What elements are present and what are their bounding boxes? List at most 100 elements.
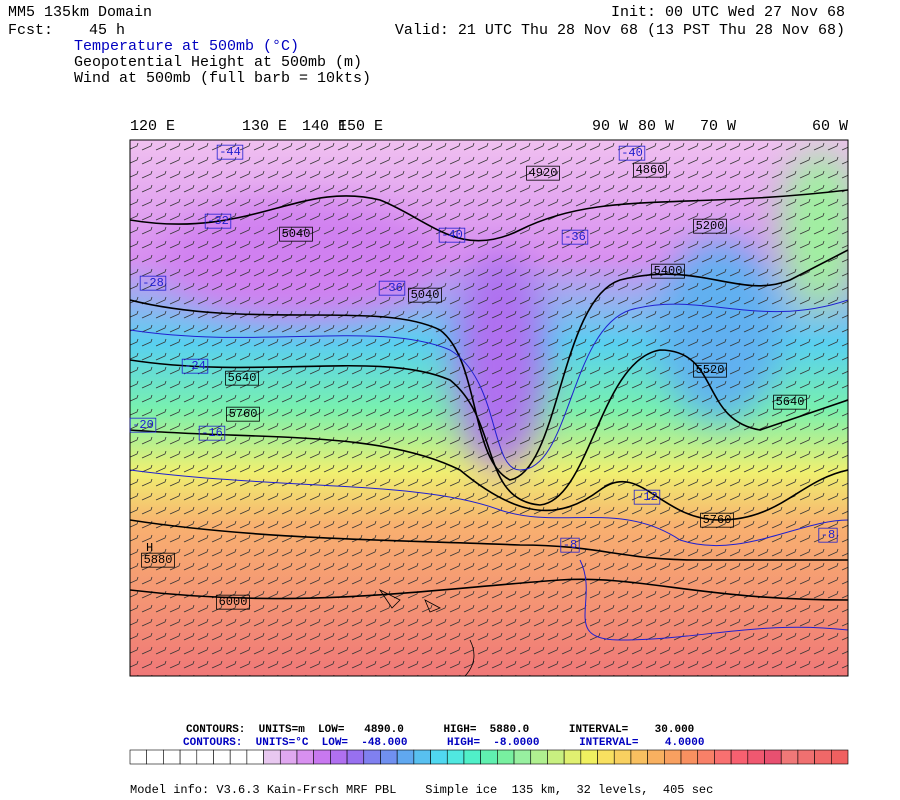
contour-label: 5640	[228, 371, 257, 385]
colorbar-cell	[697, 749, 715, 765]
map-area	[130, 140, 848, 676]
colorbar-cell	[129, 749, 147, 765]
label-box	[526, 165, 560, 181]
colorbar-cell	[630, 749, 648, 765]
contour-label: 5760	[229, 407, 258, 421]
model-info: Model info: V3.6.3 Kain-Frsch MRF PBL Si…	[130, 783, 713, 797]
contour-label: 5040	[282, 227, 311, 241]
footer: CONTOURS: UNITS=m LOW= 4890.0 HIGH= 5880…	[129, 724, 849, 797]
field-wind: Wind at 500mb (full barb = 10kts)	[74, 70, 371, 87]
contour-label: 5040	[411, 288, 440, 302]
colorbar-cell	[330, 749, 348, 765]
longitude-label: 140 E	[302, 118, 347, 135]
colorbar-cell	[714, 749, 732, 765]
colorbar-cell	[680, 749, 699, 765]
contour-label: -20	[132, 418, 154, 432]
colorbar-cell	[497, 749, 515, 765]
contour-label: 5760	[703, 513, 732, 527]
label-box	[700, 512, 734, 528]
colorbar-cell	[831, 749, 849, 765]
colorbar-cell	[396, 749, 415, 765]
colorbar-cell	[279, 749, 298, 765]
contour-label: 5880	[144, 553, 173, 567]
longitude-label: 90 W	[592, 118, 628, 135]
contour-label: 5400	[654, 264, 683, 278]
valid: Valid: 21 UTC Thu 28 Nov 68 (13 PST Thu …	[395, 22, 845, 39]
colorbar-cell	[664, 749, 682, 765]
colorbar-cell	[480, 749, 498, 765]
field-height: Geopotential Height at 500mb (m)	[74, 54, 362, 71]
height-contours: CONTOURS: UNITS=m LOW= 4890.0 HIGH= 5880…	[186, 724, 694, 736]
colorbar-cell	[196, 749, 214, 765]
colorbar-cell	[613, 749, 632, 765]
colorbar-cell	[430, 749, 448, 765]
label-box	[129, 417, 157, 433]
colorbar-cell	[246, 749, 264, 765]
colorbar-cell	[597, 749, 615, 765]
contour-label: 5200	[696, 219, 725, 233]
contour-labels: 5040 4920 4860 5040 5200 5400 5640 5760 5880 6000…	[129, 144, 838, 610]
contour-label: 5640	[776, 395, 805, 409]
label-box	[618, 145, 646, 161]
contour-label: -8	[821, 528, 835, 542]
colorbar-cell	[463, 749, 481, 765]
colorbar-cell	[146, 749, 164, 765]
contour-label: -12	[636, 490, 658, 504]
label-box	[141, 552, 175, 568]
colorbar-cell	[229, 749, 248, 765]
label-box	[216, 594, 250, 610]
colorbar-cell	[313, 749, 331, 765]
contour-label: -28	[142, 276, 164, 290]
colorbar	[129, 749, 849, 765]
label-box	[560, 537, 580, 553]
label-box	[818, 527, 838, 543]
longitude-label: 120 E	[130, 118, 175, 135]
longitude-label: 80 W	[638, 118, 674, 135]
high-label: H	[146, 541, 153, 555]
temperature-contours: CONTOURS: UNITS=°C LOW= -48.000 HIGH= -8…	[183, 737, 705, 749]
colorbar-cell	[797, 749, 815, 765]
colorbar-cell	[363, 749, 381, 765]
label-box	[693, 218, 727, 234]
longitude-label: 130 E	[242, 118, 287, 135]
colorbar-cell	[213, 749, 231, 765]
label-box	[633, 162, 667, 178]
label-box	[773, 394, 807, 410]
label-box	[139, 275, 167, 291]
label-box	[651, 263, 685, 279]
colorbar-cell	[730, 749, 749, 765]
longitude-label: 150 E	[338, 118, 383, 135]
colorbar-cell	[814, 749, 832, 765]
colorbar-cell	[413, 749, 431, 765]
contour-label: 5520	[696, 363, 725, 377]
longitude-label: 60 W	[812, 118, 848, 135]
colorbar-cell	[513, 749, 532, 765]
colorbar-cell	[647, 749, 665, 765]
contour-label: -36	[564, 230, 586, 244]
longitude-label: 70 W	[700, 118, 736, 135]
label-box	[198, 425, 226, 441]
contour-label: 4920	[529, 166, 558, 180]
label-box	[279, 226, 313, 242]
contour-label: -32	[207, 214, 229, 228]
colorbar-cell	[163, 749, 181, 765]
colorbar-cell	[179, 749, 198, 765]
forecast: Fcst: 45 h	[8, 22, 125, 39]
contour-label: 4860	[636, 163, 665, 177]
label-box	[408, 287, 442, 303]
contour-label: -24	[184, 359, 206, 373]
colorbar-cell	[580, 749, 598, 765]
colorbar-cell	[346, 749, 365, 765]
colorbar-cell	[764, 749, 782, 765]
colorbar-cell	[563, 749, 582, 765]
colorbar-cell	[530, 749, 548, 765]
label-box	[225, 370, 259, 386]
label-box	[378, 280, 406, 296]
field-temperature: Temperature at 500mb (°C)	[74, 38, 299, 55]
contour-label: -16	[201, 426, 223, 440]
contour-label: -44	[219, 145, 241, 159]
label-box	[181, 358, 209, 374]
header: MM5 135km Domain Fcst: 45 h Temperature …	[8, 4, 845, 87]
